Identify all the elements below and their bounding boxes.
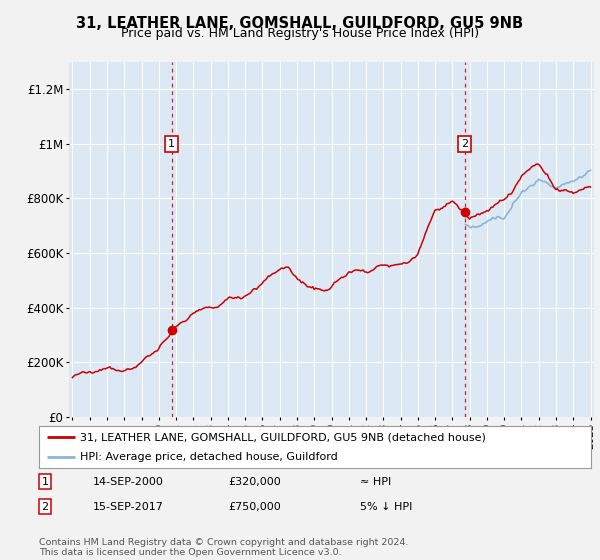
Text: 2: 2 [461, 139, 468, 148]
Text: 31, LEATHER LANE, GOMSHALL, GUILDFORD, GU5 9NB: 31, LEATHER LANE, GOMSHALL, GUILDFORD, G… [76, 16, 524, 31]
Text: ≈ HPI: ≈ HPI [360, 477, 391, 487]
Text: 31, LEATHER LANE, GOMSHALL, GUILDFORD, GU5 9NB (detached house): 31, LEATHER LANE, GOMSHALL, GUILDFORD, G… [80, 432, 486, 442]
Text: 2: 2 [41, 502, 49, 512]
Text: Contains HM Land Registry data © Crown copyright and database right 2024.
This d: Contains HM Land Registry data © Crown c… [39, 538, 409, 557]
Text: £320,000: £320,000 [228, 477, 281, 487]
Text: 5% ↓ HPI: 5% ↓ HPI [360, 502, 412, 512]
Text: £750,000: £750,000 [228, 502, 281, 512]
Text: 14-SEP-2000: 14-SEP-2000 [93, 477, 164, 487]
Text: 1: 1 [168, 139, 175, 148]
Text: 15-SEP-2017: 15-SEP-2017 [93, 502, 164, 512]
Text: HPI: Average price, detached house, Guildford: HPI: Average price, detached house, Guil… [80, 452, 338, 462]
Text: Price paid vs. HM Land Registry's House Price Index (HPI): Price paid vs. HM Land Registry's House … [121, 27, 479, 40]
Text: 1: 1 [41, 477, 49, 487]
